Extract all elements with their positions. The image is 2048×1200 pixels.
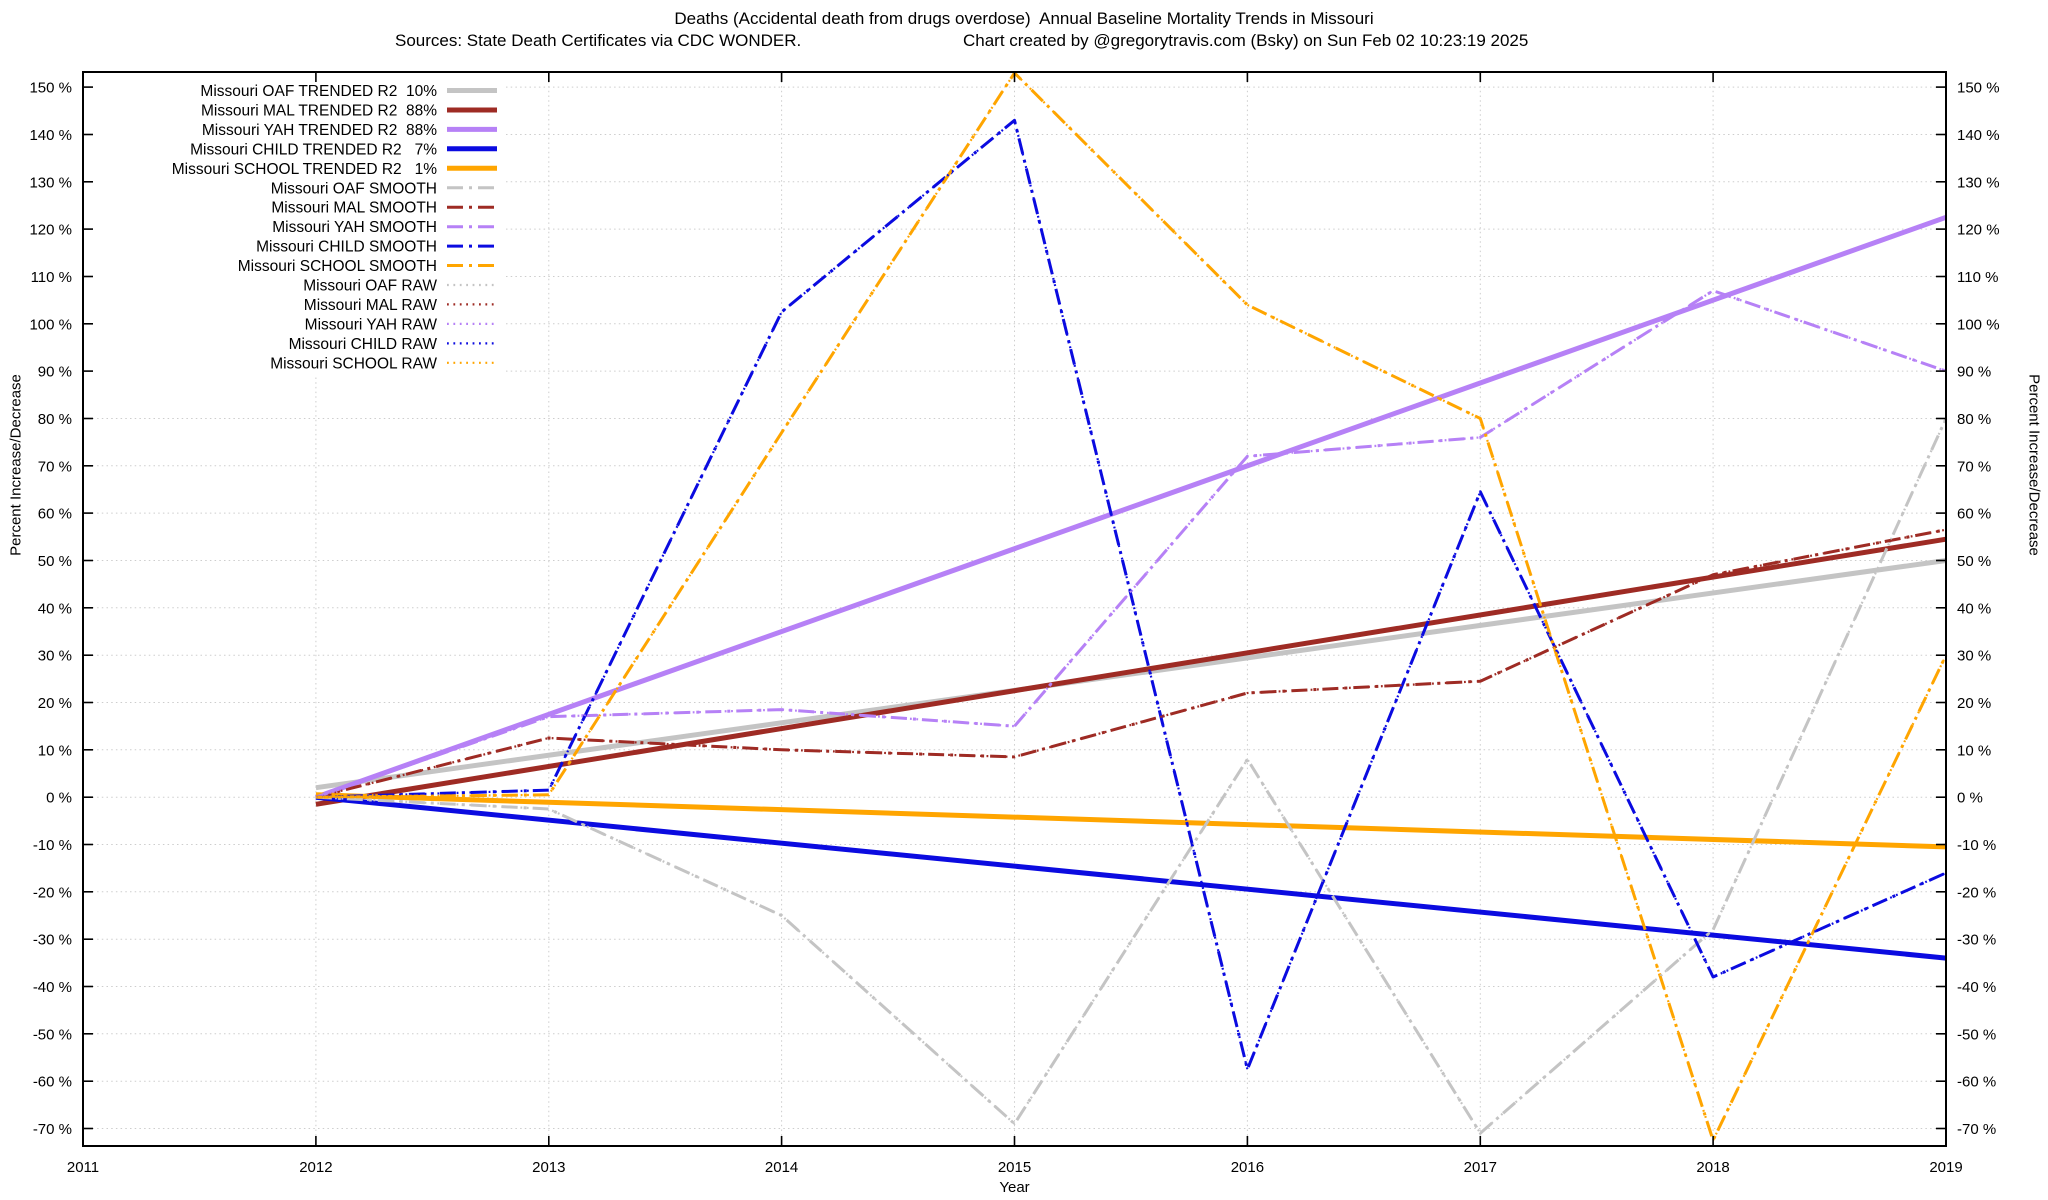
y-tick-label-right: 90 % [1957,364,1991,381]
y-tick-label-left: 30 % [38,648,72,665]
x-tick-label: 2018 [1696,1159,1729,1176]
y-tick-label-left: 60 % [38,506,72,523]
x-axis-label: Year [999,1179,1030,1196]
legend-label-missouri-child-trended-r2-7: Missouri CHILD TRENDED R2 7% [190,141,437,158]
y-tick-label-right: -10 % [1957,837,1996,854]
y-tick-label-right: 70 % [1957,458,1991,475]
chart-title: Deaths (Accidental death from drugs over… [674,9,1374,28]
legend-label-missouri-oaf-raw: Missouri OAF RAW [303,278,437,295]
y-tick-label-right: -20 % [1957,884,1996,901]
legend-label-missouri-oaf-trended-r2-10: Missouri OAF TRENDED R2 10% [200,83,437,100]
y-tick-label-right: 60 % [1957,506,1991,523]
series-missouri-yah-trended-r2-88 [315,214,1947,800]
series-missouri-yah-raw [315,289,1947,799]
series-missouri-school-raw [315,71,1947,1142]
y-tick-label-left: 10 % [38,742,72,759]
series-missouri-school-trended-r2-1 [315,792,1947,850]
source-note: Sources: State Death Certificates via CD… [395,31,802,50]
series-missouri-mal-trended-r2-88 [315,536,1947,807]
y-tick-label-right: 0 % [1957,790,1983,807]
series-missouri-oaf-smooth [315,417,1948,1135]
y-tick-label-left: 130 % [29,174,72,191]
y-tick-label-left: 140 % [29,127,72,144]
y-tick-label-right: 30 % [1957,648,1991,665]
x-tick-label: 2016 [1231,1159,1264,1176]
y-tick-label-right: -30 % [1957,932,1996,949]
legend-label-missouri-school-raw: Missouri SCHOOL RAW [270,355,437,372]
y-tick-label-left: -50 % [33,1026,72,1043]
x-tick-label: 2011 [67,1159,99,1176]
y-tick-label-right: 80 % [1957,411,1991,428]
series-missouri-mal-raw [315,528,1947,799]
x-tick-label: 2017 [1464,1159,1497,1176]
x-tick-label: 2014 [765,1159,798,1176]
y-tick-label-left: -60 % [33,1074,72,1091]
series-missouri-school-smooth [315,71,1948,1142]
x-tick-label: 2015 [998,1159,1031,1176]
legend-label-missouri-yah-smooth: Missouri YAH SMOOTH [272,219,437,236]
y-tick-label-right: 20 % [1957,695,1991,712]
y-tick-label-right: 40 % [1957,600,1991,617]
y-tick-label-left: 20 % [38,695,72,712]
y-tick-label-left: 0 % [46,790,72,807]
credit-note: Chart created by @gregorytravis.com (Bsk… [963,31,1529,50]
y-tick-label-left: -40 % [33,979,72,996]
y-tick-label-left: -70 % [33,1121,72,1138]
legend-label-missouri-child-smooth: Missouri CHILD SMOOTH [256,239,437,256]
legend-label-missouri-yah-trended-r2-88: Missouri YAH TRENDED R2 88% [202,122,437,139]
y-tick-label-left: 90 % [38,364,72,381]
legend-label-missouri-yah-raw: Missouri YAH RAW [305,316,438,333]
series-missouri-mal-smooth [315,528,1947,799]
legend-label-missouri-oaf-smooth: Missouri OAF SMOOTH [271,180,437,197]
y-tick-label-left: 150 % [29,80,72,97]
y-tick-label-left: 110 % [31,269,72,286]
legend-background [93,80,505,376]
y-axis-label-right: Percent Increase/Decrease [2025,374,2043,556]
series-missouri-child-raw [315,119,1947,1071]
y-tick-label-right: 100 % [1957,316,2000,333]
y-tick-label-right: 150 % [1957,80,2000,97]
series-missouri-child-trended-r2-7 [315,794,1947,961]
legend-label-missouri-mal-trended-r2-88: Missouri MAL TRENDED R2 88% [201,103,437,120]
legend-label-missouri-school-trended-r2-1: Missouri SCHOOL TRENDED R2 1% [172,161,437,178]
y-tick-label-right: -50 % [1957,1026,1996,1043]
legend-label-missouri-mal-smooth: Missouri MAL SMOOTH [271,200,437,217]
legend-label-missouri-child-raw: Missouri CHILD RAW [289,336,438,353]
legend-label-missouri-mal-raw: Missouri MAL RAW [304,297,438,314]
y-tick-label-right: -70 % [1957,1121,1996,1138]
y-tick-label-left: 100 % [29,316,72,333]
y-tick-label-left: -30 % [33,932,72,949]
y-tick-label-right: 10 % [1957,742,1991,759]
y-tick-label-left: -20 % [33,884,72,901]
y-tick-label-left: 80 % [38,411,72,428]
y-tick-label-right: -40 % [1957,979,1996,996]
y-tick-label-left: 40 % [38,600,72,617]
y-tick-label-right: 130 % [1957,174,2000,191]
series-missouri-oaf-raw [315,418,1948,1135]
y-tick-label-right: 140 % [1957,127,2000,144]
y-axis-label-left: Percent Increase/Decrease [7,374,25,556]
y-tick-label-left: 70 % [38,458,72,475]
x-tick-label: 2019 [1929,1159,1962,1176]
series-missouri-yah-smooth [315,289,1947,799]
y-tick-label-right: 110 % [1957,269,1998,286]
x-tick-label: 2012 [299,1159,332,1176]
legend-label-missouri-school-smooth: Missouri SCHOOL SMOOTH [238,258,437,275]
y-tick-label-right: -60 % [1957,1074,1996,1091]
y-tick-label-right: 50 % [1957,553,1991,570]
y-tick-label-right: 120 % [1957,222,2000,239]
y-tick-label-left: 120 % [29,222,72,239]
y-tick-label-left: -10 % [33,837,72,854]
y-tick-label-left: 50 % [38,553,72,570]
x-tick-label: 2013 [532,1159,565,1176]
